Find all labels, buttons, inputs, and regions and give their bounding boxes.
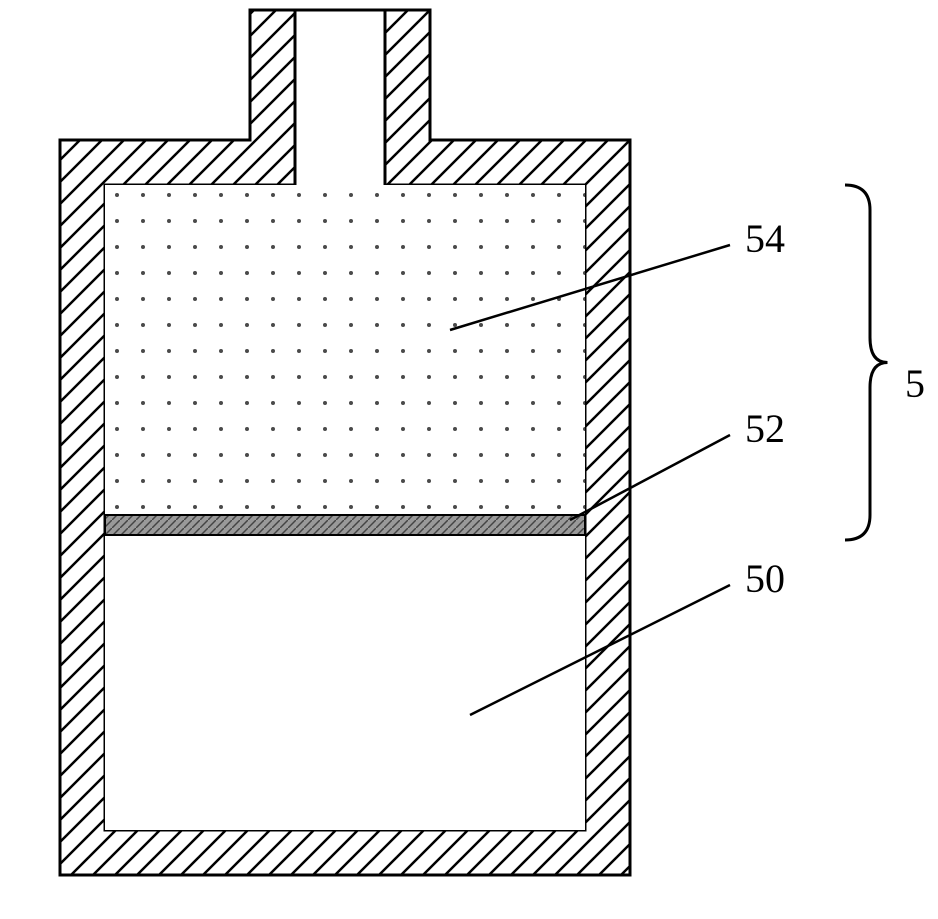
label-5: 5 [905, 360, 925, 407]
layer-54 [105, 185, 585, 515]
cross-section-diagram [0, 0, 938, 914]
label-54: 54 [745, 215, 785, 262]
layer-52 [105, 515, 585, 535]
diagram-container: 54 52 50 5 [0, 0, 938, 914]
label-52: 52 [745, 405, 785, 452]
label-50: 50 [745, 555, 785, 602]
brace-5 [845, 185, 888, 540]
layer-50 [105, 535, 585, 830]
